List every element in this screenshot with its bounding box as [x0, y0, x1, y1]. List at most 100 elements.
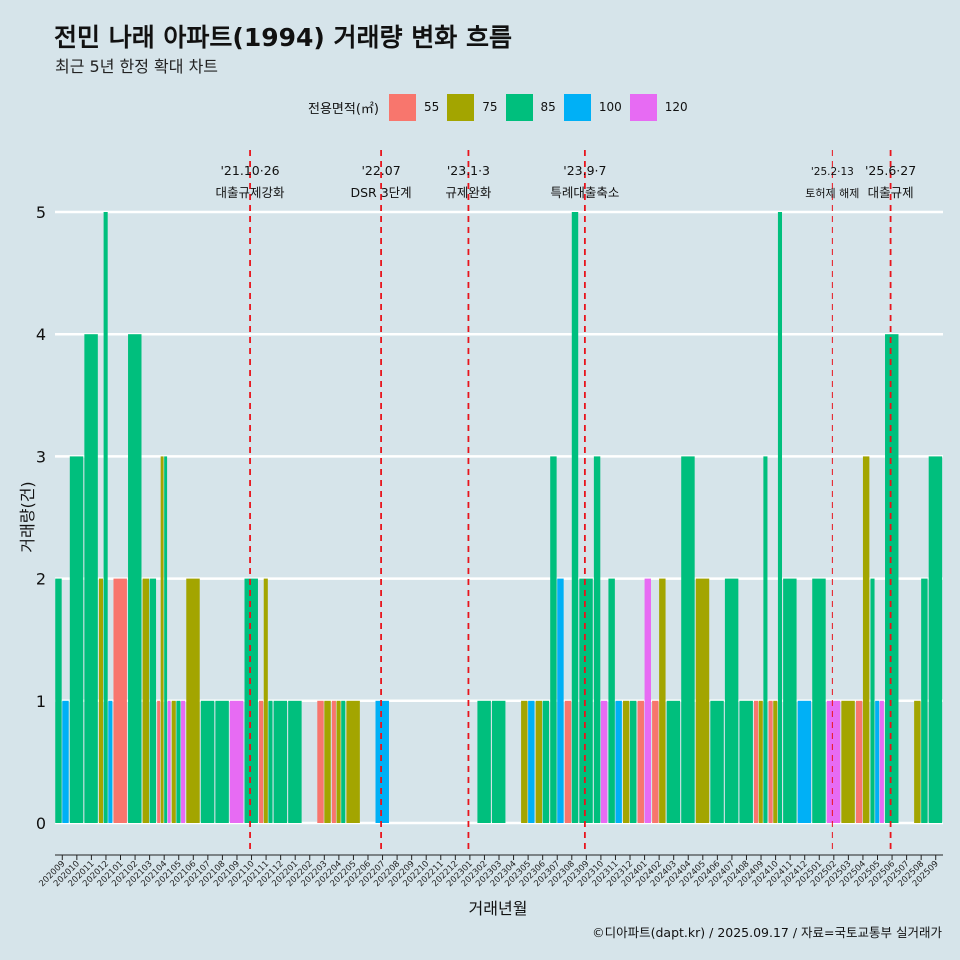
event-date-1: '21.10·26	[221, 163, 280, 178]
bar-202312-75	[622, 700, 630, 823]
bar-202012-85	[103, 212, 108, 823]
bar-202504-75	[862, 456, 870, 823]
bar-202411-85	[783, 578, 797, 823]
event-date-2: '22.07	[361, 163, 400, 178]
bar-202409-75	[758, 700, 763, 823]
bar-202111-85	[268, 700, 273, 823]
bar-202101-55	[113, 578, 127, 823]
bar-202204-85	[341, 700, 346, 823]
event-markers: '21.10·26 대출규제강화 '22.07 DSR 3단계 '23.1·3 규제완화 '…	[216, 150, 916, 852]
bar-202302-85	[477, 700, 491, 823]
legend-label-85: 85	[540, 100, 556, 114]
y-tick-label-3: 3	[36, 447, 46, 466]
legend-item-75: 75	[447, 93, 498, 121]
bar-202401-55	[637, 700, 644, 823]
event-label-1: 대출규제강화	[216, 185, 286, 200]
bar-202311-100	[615, 700, 622, 823]
bar-202104-75	[160, 456, 164, 823]
y-axis-label: 거래량(건)	[18, 481, 37, 552]
bar-202105-75	[171, 700, 176, 823]
event-label-2: DSR 3단계	[350, 185, 411, 200]
bar-202009-100	[62, 700, 69, 823]
bar-202312-85	[630, 700, 637, 823]
legend-swatch-85	[505, 93, 533, 121]
bar-202407-85	[724, 578, 739, 823]
bar-202204-75	[336, 700, 341, 823]
bar-202410-85	[777, 212, 783, 823]
bar-202105-85	[176, 700, 181, 823]
bar-202105-120	[181, 700, 186, 823]
bar-202305-100	[528, 700, 535, 823]
legend-label-100: 100	[598, 100, 622, 114]
bar-202508-85	[921, 578, 928, 823]
bar-202504-55	[855, 700, 863, 823]
event-label-4: 특례대출축소	[550, 185, 619, 200]
bar-202204-55	[331, 700, 336, 823]
legend-swatch-120	[629, 93, 657, 121]
bar-202503-75	[841, 700, 855, 823]
bar-202012-100	[108, 700, 113, 823]
bar-202104-120	[167, 700, 171, 823]
legend-label-75: 75	[482, 100, 498, 114]
source-caption: ©디아파트(dapt.kr) / 2025.09.17 / 자료=국토교통부 실…	[592, 925, 942, 940]
bar-202102-85	[128, 334, 142, 823]
bar-202109-120	[229, 700, 244, 823]
bar-202402-75	[659, 578, 666, 823]
bar-202009-85	[55, 578, 62, 823]
legend-title: 전용면적(㎡)	[308, 101, 379, 117]
chart-subtitle: 최근 5년 한정 확대 차트	[55, 57, 219, 76]
bar-202306-75	[535, 700, 543, 823]
bar-202311-85	[608, 578, 615, 823]
bar-202505-100	[875, 700, 880, 823]
event-label-3: 규제완화	[445, 185, 492, 200]
bar-202404-85	[681, 456, 695, 823]
legend-swatch-55	[388, 93, 416, 121]
bar-202305-75	[521, 700, 528, 823]
chart-title: 전민 나래 아파트(1994) 거래량 변화 흐름	[54, 23, 512, 52]
bar-202508-75	[914, 700, 921, 823]
event-date-3: '23.1·3	[447, 163, 490, 178]
event-date-6: '25.6·27	[865, 163, 916, 178]
legend-label-120: 120	[664, 100, 688, 114]
legend-label-55: 55	[423, 100, 440, 114]
bar-202205-75	[346, 700, 360, 823]
bar-202403-85	[666, 700, 681, 823]
bar-202310-85	[593, 456, 601, 823]
event-date-5: '25.2·13	[811, 166, 854, 178]
x-axis-label: 거래년월	[469, 899, 528, 918]
bar-202509-85	[928, 456, 943, 823]
legend-item-100: 100	[563, 93, 622, 121]
bars	[55, 212, 943, 823]
bar-202505-85	[870, 578, 875, 823]
bar-202012-75	[98, 578, 104, 823]
bar-202207-100	[375, 700, 389, 823]
bar-202111-75	[263, 578, 268, 823]
legend-swatch-75	[447, 93, 475, 121]
bar-202405-75	[695, 578, 710, 823]
bar-202505-120	[879, 700, 884, 823]
bar-202010-85	[69, 456, 84, 823]
event-date-4: '23.9·7	[563, 163, 606, 178]
bar-202412-100	[797, 700, 812, 823]
bar-202409-85	[763, 456, 768, 823]
legend-item-120: 120	[629, 93, 688, 121]
y-tick-label-1: 1	[36, 692, 46, 711]
bar-202307-85	[550, 456, 557, 823]
bar-202309-85	[579, 578, 593, 823]
bar-202108-85	[215, 700, 229, 823]
y-tick-label-2: 2	[36, 570, 46, 589]
bar-202501-85	[812, 578, 826, 823]
bar-202410-55	[768, 700, 773, 823]
bar-202110-85	[244, 578, 258, 823]
bar-202104-55	[157, 700, 161, 823]
bar-202410-75	[773, 700, 778, 823]
bar-202107-85	[200, 700, 215, 823]
bar-202201-85	[288, 700, 302, 823]
bar-202401-120	[644, 578, 652, 823]
bar-202308-55	[564, 700, 572, 823]
bar-202203-55	[317, 700, 324, 823]
bar-202308-85	[571, 212, 579, 823]
bar-202502-120	[826, 700, 841, 823]
bar-202408-85	[739, 700, 753, 823]
